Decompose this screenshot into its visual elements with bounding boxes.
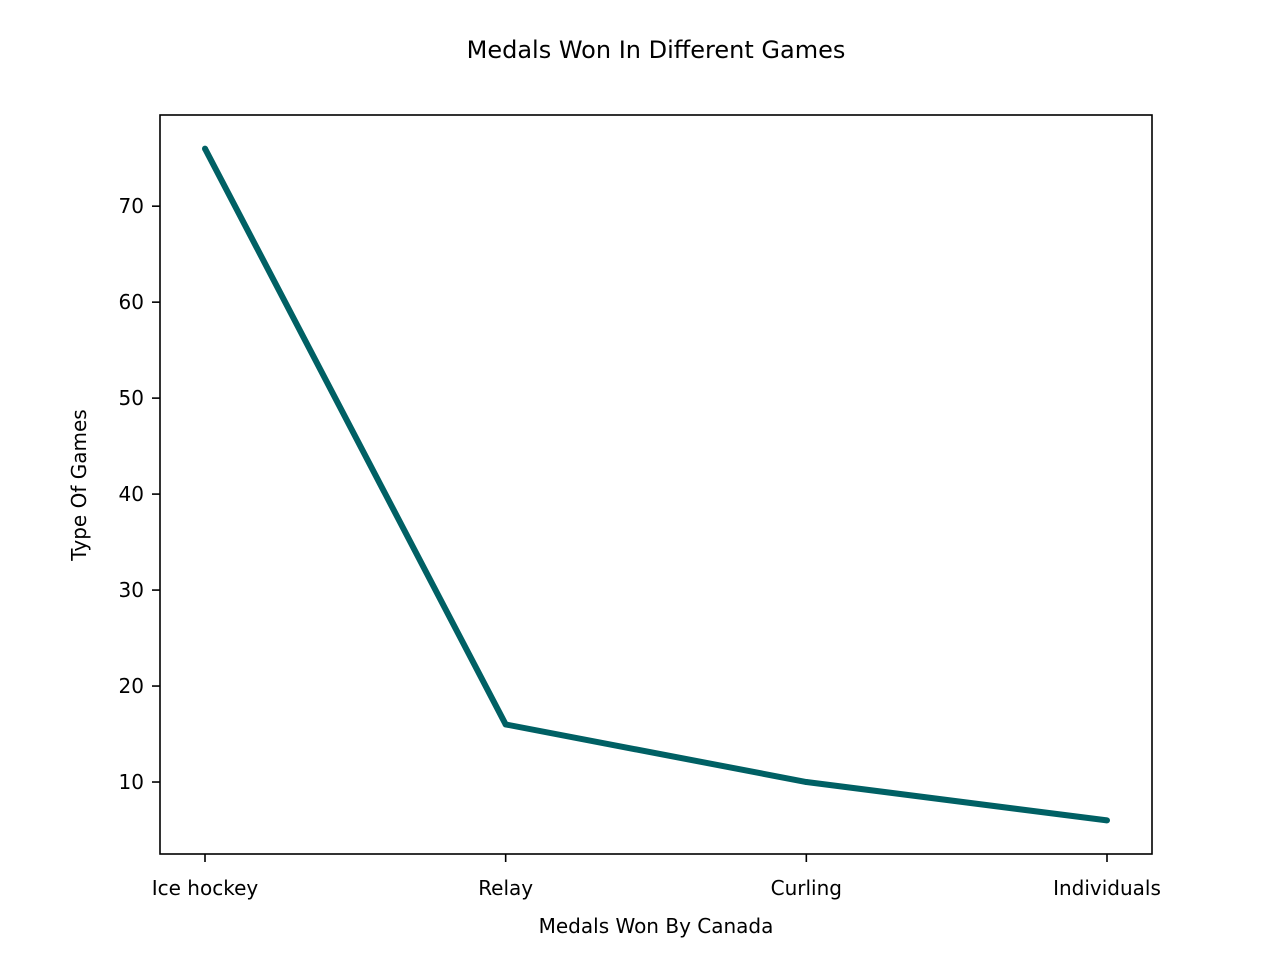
y-axis-ticks: 10 20 30 40 50 60 70: [119, 194, 160, 794]
y-tick-label: 60: [119, 290, 144, 314]
y-tick-label: 20: [119, 674, 144, 698]
y-tick-label: 50: [119, 386, 144, 410]
plot-frame: [159, 114, 1153, 855]
data-point: [803, 779, 810, 786]
x-tick-label: Curling: [771, 876, 842, 900]
x-tick-label: Individuals: [1053, 876, 1161, 900]
y-tick-label: 10: [119, 770, 144, 794]
y-tick-label: 40: [119, 482, 144, 506]
y-axis-label: Type Of Games: [67, 409, 91, 561]
data-point: [202, 145, 208, 152]
x-tick-label: Ice hockey: [152, 876, 259, 900]
data-point: [1104, 817, 1110, 824]
y-tick-label: 30: [119, 578, 144, 602]
x-axis-label: Medals Won By Canada: [539, 914, 774, 938]
x-axis-ticks: Ice hockey Relay Curling Individuals: [152, 854, 1161, 900]
series-line: [202, 147, 1108, 824]
chart-title: Medals Won In Different Games: [467, 36, 846, 64]
plot-area: [202, 145, 1110, 824]
data-point: [502, 721, 509, 728]
y-tick-label: 70: [119, 194, 144, 218]
x-tick-label: Relay: [478, 876, 533, 900]
